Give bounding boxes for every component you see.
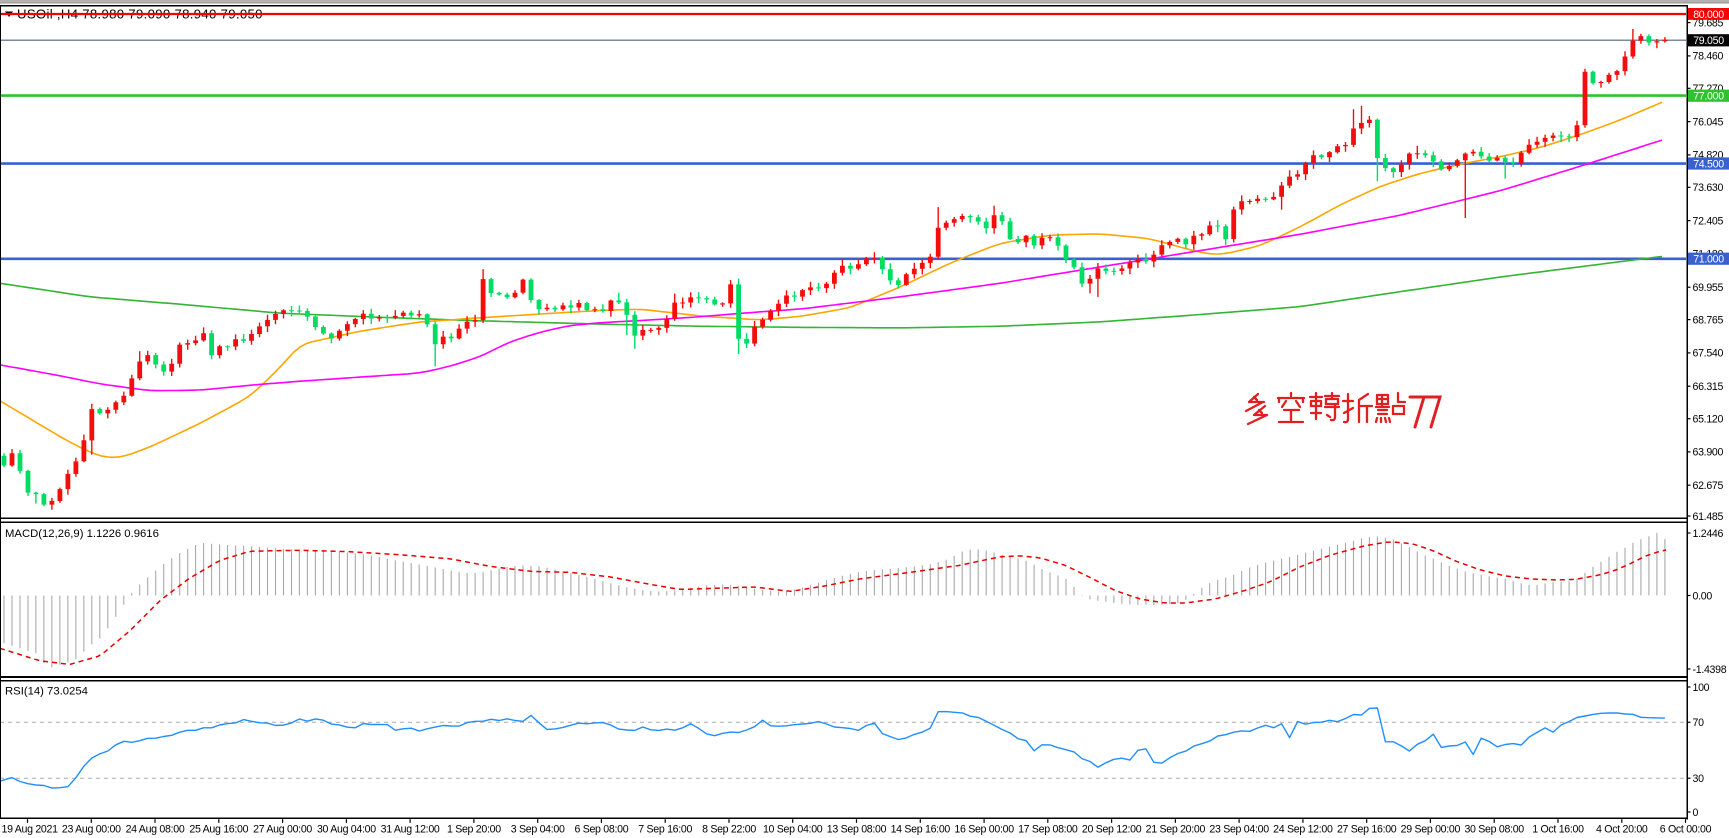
svg-text:76.045: 76.045 <box>1693 116 1724 128</box>
svg-text:23 Aug 00:00: 23 Aug 00:00 <box>62 824 121 836</box>
svg-text:3 Sep 04:00: 3 Sep 04:00 <box>511 824 565 836</box>
svg-text:7 Sep 16:00: 7 Sep 16:00 <box>638 824 692 836</box>
svg-text:79.050: 79.050 <box>1693 35 1724 47</box>
svg-text:6 Sep 08:00: 6 Sep 08:00 <box>574 824 628 836</box>
svg-text:1 Sep 20:00: 1 Sep 20:00 <box>447 824 501 836</box>
svg-text:14 Sep 16:00: 14 Sep 16:00 <box>891 824 951 836</box>
svg-text:8 Sep 22:00: 8 Sep 22:00 <box>702 824 756 836</box>
svg-text:68.765: 68.765 <box>1693 314 1724 326</box>
svg-text:0: 0 <box>1693 807 1699 819</box>
svg-text:61.485: 61.485 <box>1693 511 1724 523</box>
svg-text:24 Aug 08:00: 24 Aug 08:00 <box>126 824 185 836</box>
svg-text:73.630: 73.630 <box>1693 182 1724 194</box>
svg-text:1 Oct 16:00: 1 Oct 16:00 <box>1532 824 1584 836</box>
svg-text:23 Sep 04:00: 23 Sep 04:00 <box>1209 824 1269 836</box>
svg-text:31 Aug 12:00: 31 Aug 12:00 <box>381 824 440 836</box>
svg-text:80.000: 80.000 <box>1693 9 1724 21</box>
svg-text:74.500: 74.500 <box>1693 158 1724 170</box>
svg-text:19 Aug 2021: 19 Aug 2021 <box>2 824 59 836</box>
svg-text:77.000: 77.000 <box>1693 91 1724 103</box>
svg-text:79.685: 79.685 <box>1693 17 1724 29</box>
svg-text:17 Sep 08:00: 17 Sep 08:00 <box>1018 824 1078 836</box>
svg-text:0.00: 0.00 <box>1693 590 1713 602</box>
svg-text:100: 100 <box>1693 682 1710 694</box>
svg-text:16 Sep 00:00: 16 Sep 00:00 <box>954 824 1014 836</box>
svg-text:30 Aug 04:00: 30 Aug 04:00 <box>317 824 376 836</box>
svg-text:67.540: 67.540 <box>1693 348 1724 360</box>
svg-text:65.120: 65.120 <box>1693 414 1724 426</box>
svg-text:62.675: 62.675 <box>1693 480 1724 492</box>
svg-text:72.405: 72.405 <box>1693 215 1724 227</box>
svg-text:1.2446: 1.2446 <box>1693 528 1724 540</box>
svg-text:10 Sep 04:00: 10 Sep 04:00 <box>763 824 823 836</box>
svg-text:63.900: 63.900 <box>1693 447 1724 459</box>
svg-text:71.000: 71.000 <box>1693 254 1724 266</box>
svg-text:13 Sep 08:00: 13 Sep 08:00 <box>827 824 887 836</box>
svg-text:20 Sep 12:00: 20 Sep 12:00 <box>1082 824 1142 836</box>
svg-text:-1.4398: -1.4398 <box>1693 664 1727 676</box>
svg-text:MACD(12,26,9) 1.1226 0.9616: MACD(12,26,9) 1.1226 0.9616 <box>5 528 159 540</box>
svg-text:24 Sep 12:00: 24 Sep 12:00 <box>1273 824 1333 836</box>
svg-text:66.315: 66.315 <box>1693 381 1724 393</box>
svg-text:30 Sep 08:00: 30 Sep 08:00 <box>1464 824 1524 836</box>
svg-text:70: 70 <box>1693 717 1705 729</box>
svg-text:RSI(14) 73.0254: RSI(14) 73.0254 <box>5 686 88 698</box>
svg-text:4 Oct 20:00: 4 Oct 20:00 <box>1596 824 1648 836</box>
svg-text:30: 30 <box>1693 773 1705 785</box>
svg-text:29 Sep 00:00: 29 Sep 00:00 <box>1401 824 1461 836</box>
svg-text:69.955: 69.955 <box>1693 282 1724 294</box>
svg-text:6 Oct 00:00: 6 Oct 00:00 <box>1660 824 1712 836</box>
svg-text:27 Aug 00:00: 27 Aug 00:00 <box>253 824 312 836</box>
svg-text:27 Sep 16:00: 27 Sep 16:00 <box>1337 824 1397 836</box>
svg-text:21 Sep 20:00: 21 Sep 20:00 <box>1146 824 1206 836</box>
svg-text:25 Aug 16:00: 25 Aug 16:00 <box>189 824 248 836</box>
svg-text:78.460: 78.460 <box>1693 51 1724 63</box>
